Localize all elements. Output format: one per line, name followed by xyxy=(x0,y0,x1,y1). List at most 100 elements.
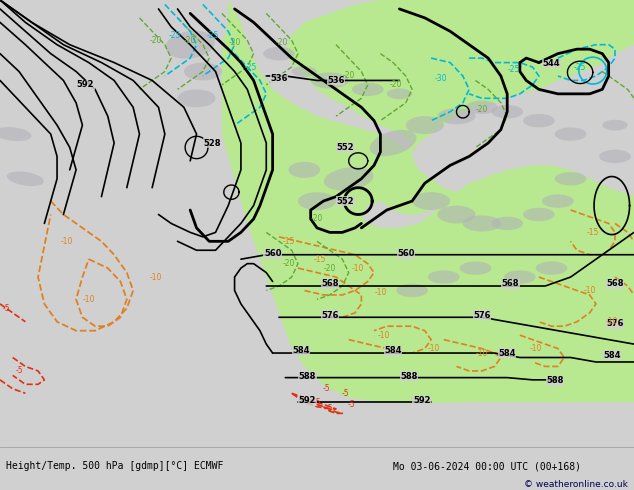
Text: -5: -5 xyxy=(323,384,330,393)
Text: -10: -10 xyxy=(149,272,162,282)
Text: 536: 536 xyxy=(327,76,345,85)
Polygon shape xyxy=(0,127,32,141)
Polygon shape xyxy=(285,0,634,215)
Polygon shape xyxy=(222,0,634,403)
Polygon shape xyxy=(184,63,222,80)
Polygon shape xyxy=(178,89,216,107)
Text: 588: 588 xyxy=(299,372,316,381)
Text: -20: -20 xyxy=(311,215,323,223)
Text: -20: -20 xyxy=(342,72,355,80)
Polygon shape xyxy=(523,114,555,127)
Polygon shape xyxy=(412,192,450,210)
Polygon shape xyxy=(491,217,523,230)
Text: -20: -20 xyxy=(282,259,295,268)
Text: 544: 544 xyxy=(543,59,560,68)
Polygon shape xyxy=(555,172,586,185)
Text: -20: -20 xyxy=(390,80,403,89)
Polygon shape xyxy=(437,206,476,223)
Polygon shape xyxy=(7,172,44,186)
Polygon shape xyxy=(406,116,444,134)
Text: -15: -15 xyxy=(586,228,599,237)
Polygon shape xyxy=(370,130,417,156)
Text: 584: 584 xyxy=(498,348,516,358)
Polygon shape xyxy=(504,270,536,284)
Text: -10: -10 xyxy=(476,348,488,358)
Text: 568: 568 xyxy=(321,279,339,288)
Text: -25: -25 xyxy=(574,63,586,72)
Text: Mo 03-06-2024 00:00 UTC (00+168): Mo 03-06-2024 00:00 UTC (00+168) xyxy=(393,461,581,471)
Text: -10: -10 xyxy=(374,288,387,297)
Polygon shape xyxy=(324,167,373,191)
Polygon shape xyxy=(263,47,295,60)
Text: -20: -20 xyxy=(276,38,288,47)
Text: -5: -5 xyxy=(348,400,356,409)
Text: 576: 576 xyxy=(473,311,491,319)
Text: -10: -10 xyxy=(82,295,95,304)
Polygon shape xyxy=(491,105,523,119)
Text: -25: -25 xyxy=(206,31,219,40)
Text: 568: 568 xyxy=(606,279,624,288)
Text: -20: -20 xyxy=(323,264,336,272)
Text: -5: -5 xyxy=(15,367,23,375)
Text: 568: 568 xyxy=(501,279,519,288)
Text: -20: -20 xyxy=(184,36,197,45)
Text: -20: -20 xyxy=(149,36,162,45)
Text: Height/Temp. 500 hPa [gdmp][°C] ECMWF: Height/Temp. 500 hPa [gdmp][°C] ECMWF xyxy=(6,461,224,471)
Text: 552: 552 xyxy=(337,143,354,152)
Text: -10: -10 xyxy=(352,264,365,272)
Polygon shape xyxy=(437,108,476,124)
Text: 592: 592 xyxy=(413,396,430,405)
Text: 576: 576 xyxy=(321,311,339,319)
Text: -5: -5 xyxy=(3,304,10,313)
Text: 536: 536 xyxy=(270,74,288,83)
Text: 588: 588 xyxy=(400,372,418,381)
Polygon shape xyxy=(292,66,317,77)
Polygon shape xyxy=(555,127,586,141)
Polygon shape xyxy=(165,31,215,59)
Text: 560: 560 xyxy=(264,249,281,258)
Text: -20: -20 xyxy=(228,38,241,47)
Polygon shape xyxy=(523,208,555,221)
Text: -25: -25 xyxy=(168,31,181,40)
Polygon shape xyxy=(288,162,320,178)
Text: -5: -5 xyxy=(313,398,321,407)
Polygon shape xyxy=(466,100,498,114)
Text: 584: 584 xyxy=(603,351,621,360)
Text: -10: -10 xyxy=(60,237,73,246)
Polygon shape xyxy=(602,120,628,130)
Text: 576: 576 xyxy=(606,319,624,328)
Text: -5: -5 xyxy=(326,404,333,414)
Text: 592: 592 xyxy=(299,396,316,405)
Text: -10: -10 xyxy=(583,286,596,295)
Text: -15: -15 xyxy=(314,255,327,264)
Text: -30: -30 xyxy=(434,74,447,83)
Text: 588: 588 xyxy=(546,376,564,385)
Text: 552: 552 xyxy=(337,196,354,206)
Text: 592: 592 xyxy=(77,80,94,89)
Text: -10: -10 xyxy=(529,344,542,353)
Polygon shape xyxy=(396,284,428,297)
Text: 528: 528 xyxy=(204,139,221,147)
Polygon shape xyxy=(311,73,349,89)
Text: 584: 584 xyxy=(384,346,402,355)
Text: -10: -10 xyxy=(605,317,618,326)
Polygon shape xyxy=(428,270,460,284)
Text: -25: -25 xyxy=(507,65,520,74)
Polygon shape xyxy=(536,262,567,275)
Text: -15: -15 xyxy=(282,237,295,246)
Polygon shape xyxy=(542,195,574,208)
Text: © weatheronline.co.uk: © weatheronline.co.uk xyxy=(524,480,628,490)
Polygon shape xyxy=(599,150,631,163)
Text: -10: -10 xyxy=(377,331,390,340)
Text: -25: -25 xyxy=(244,63,257,72)
Text: -20: -20 xyxy=(476,105,488,114)
Polygon shape xyxy=(352,83,384,96)
Polygon shape xyxy=(460,262,491,275)
Polygon shape xyxy=(298,192,336,210)
Text: -5: -5 xyxy=(342,389,349,398)
Polygon shape xyxy=(463,216,501,231)
Text: -10: -10 xyxy=(428,344,441,353)
Polygon shape xyxy=(387,89,412,99)
Text: 584: 584 xyxy=(292,346,310,355)
Text: 560: 560 xyxy=(397,249,415,258)
